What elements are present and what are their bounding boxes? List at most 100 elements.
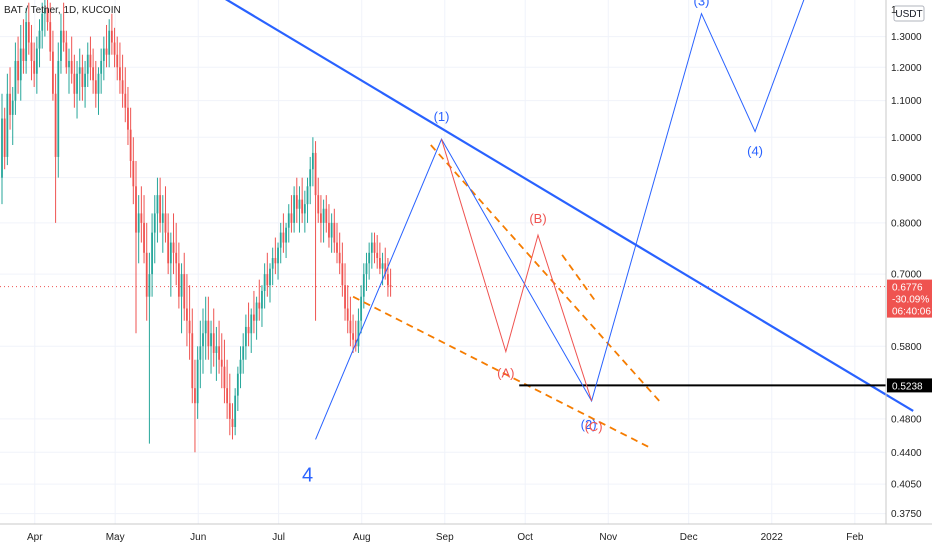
candle	[140, 186, 143, 243]
candle	[212, 308, 215, 367]
candle	[378, 242, 381, 275]
candle	[293, 186, 296, 233]
channel-line-middle	[561, 254, 596, 301]
candle-body	[387, 274, 389, 286]
candle	[113, 27, 116, 68]
candle-body	[196, 359, 199, 404]
candle-body	[333, 222, 336, 243]
candle-body	[84, 73, 86, 87]
candle-body	[344, 285, 346, 309]
ytick-label: 0.3750	[891, 509, 922, 520]
candle	[282, 213, 285, 253]
candle	[204, 296, 207, 360]
candle	[177, 242, 180, 309]
wave-labels-layer: 4 (1) (2) (3) (4) (A) (B) (C)	[302, 0, 763, 486]
candle	[199, 320, 202, 389]
candle	[135, 160, 137, 334]
candle	[17, 36, 19, 94]
candle	[387, 258, 389, 297]
candle	[62, 2, 65, 52]
candle	[124, 67, 127, 123]
candle	[175, 222, 178, 286]
candle	[269, 263, 271, 303]
candle-body	[38, 30, 41, 49]
candle-body	[349, 320, 352, 334]
candle	[108, 19, 111, 68]
candle	[301, 177, 304, 223]
candle	[336, 222, 338, 264]
candle	[27, 2, 30, 55]
xtick-label: Oct	[517, 532, 533, 543]
candle	[6, 73, 9, 166]
candle	[362, 263, 365, 309]
wave-label-blue: (1)	[434, 109, 450, 124]
candle-body	[119, 67, 121, 81]
candle	[73, 54, 76, 108]
candle-body	[148, 274, 151, 297]
candle	[76, 60, 78, 119]
candle-body	[121, 80, 124, 94]
candle-body	[223, 366, 226, 389]
candle	[148, 252, 151, 444]
candle	[14, 42, 17, 115]
elliott-wave-red-path	[441, 139, 593, 402]
candle-body	[186, 308, 188, 321]
candle-body	[113, 42, 116, 55]
candle	[210, 320, 212, 374]
candle-body	[258, 302, 261, 309]
candle-body	[381, 263, 384, 269]
support-price-value: 0.5238	[892, 381, 923, 392]
currency-badge[interactable]: USDT	[893, 5, 925, 22]
candle	[314, 141, 317, 321]
candle-body	[287, 213, 290, 228]
candle-body	[202, 333, 204, 347]
candle-body	[78, 67, 81, 74]
wave-label-red: (B)	[529, 211, 546, 226]
candle-body	[373, 242, 376, 253]
candle-body	[46, 8, 49, 23]
candle	[285, 222, 287, 259]
candle-body	[341, 263, 344, 286]
candle	[368, 242, 371, 280]
candle	[360, 285, 363, 334]
candle-body	[94, 80, 97, 94]
candle-body	[137, 213, 140, 233]
candle	[357, 308, 360, 353]
candle	[65, 30, 68, 74]
candle-body	[153, 213, 156, 233]
candle	[365, 252, 368, 291]
candle	[86, 42, 89, 87]
candle	[143, 195, 145, 264]
candle-body	[183, 274, 186, 309]
xtick-label: Jun	[190, 532, 206, 543]
candle	[105, 24, 108, 68]
last-price-tag	[887, 279, 932, 318]
candle	[151, 213, 153, 297]
candle	[196, 346, 199, 419]
candle-body	[365, 263, 368, 275]
candle-body	[378, 258, 381, 269]
candle-body	[250, 314, 253, 334]
candle-body	[30, 42, 33, 61]
candle	[41, 2, 44, 49]
candle-body	[271, 258, 274, 269]
candle-body	[239, 359, 242, 374]
candle	[116, 36, 119, 81]
candle	[311, 137, 314, 187]
candle	[84, 60, 86, 108]
xtick-label: Sep	[436, 532, 454, 543]
candle-body	[325, 208, 328, 223]
candle	[19, 24, 22, 101]
candle	[250, 308, 253, 353]
candle-body	[220, 359, 223, 367]
candle-body	[309, 169, 312, 187]
candle	[164, 186, 167, 243]
candle	[22, 19, 25, 74]
wave-label-blue: (3)	[694, 0, 710, 9]
candle	[298, 186, 301, 233]
candle-body	[105, 48, 108, 55]
candle	[328, 204, 330, 248]
candle-body	[102, 48, 105, 61]
